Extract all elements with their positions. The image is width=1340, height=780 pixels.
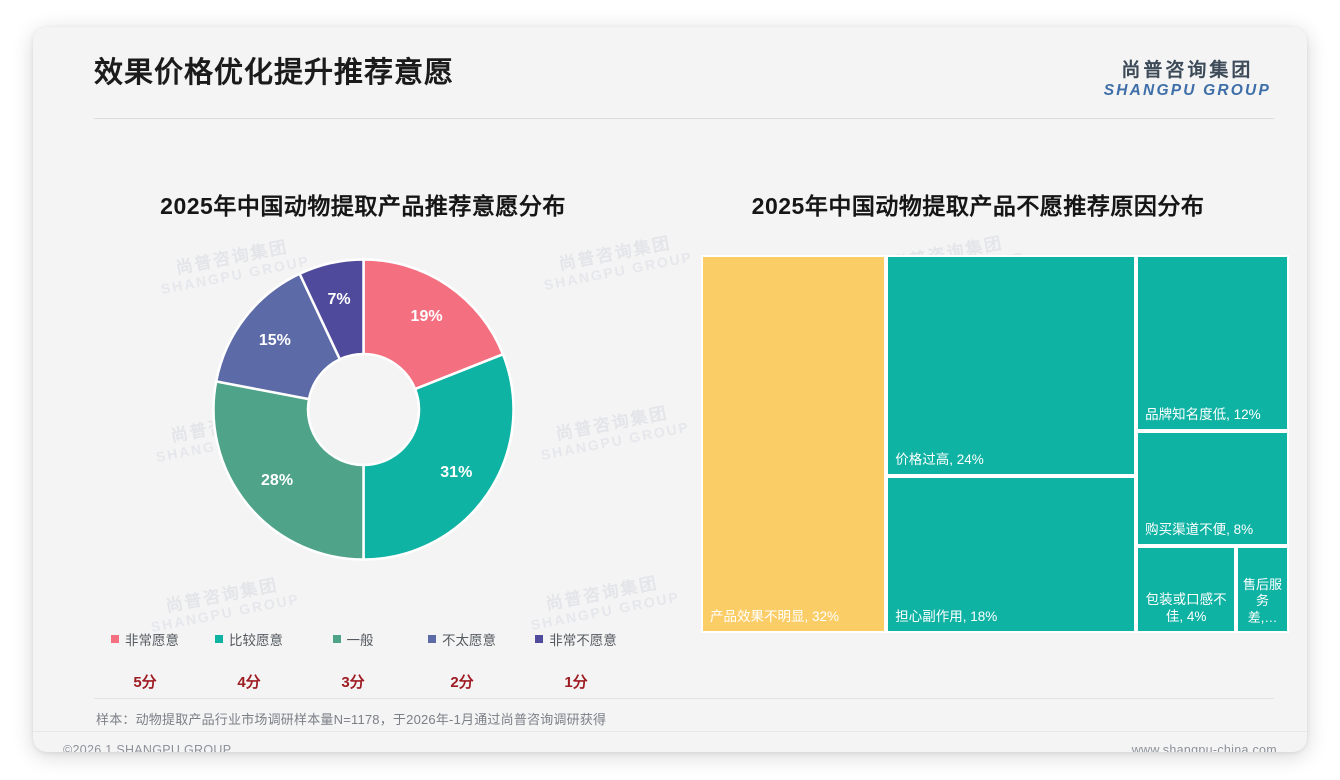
logo-en-text: SHANGPU GROUP bbox=[1103, 81, 1271, 99]
donut-slice-label: 31% bbox=[440, 464, 472, 481]
donut-slice-label: 15% bbox=[258, 332, 290, 349]
header-divider bbox=[94, 118, 1274, 119]
legend-item-score: 1分 bbox=[564, 674, 588, 691]
donut-chart: 19% 31% 28% 15% 7% bbox=[211, 257, 516, 562]
legend-item-1[interactable]: 非常愿意 5分 bbox=[93, 629, 197, 692]
treemap-cell-label: 价格过高, 24% bbox=[895, 452, 984, 468]
legend-item-label: 非常愿意 bbox=[125, 633, 179, 648]
legend-swatch-icon bbox=[428, 635, 436, 643]
legend-item-row: 一般 bbox=[332, 629, 374, 649]
footer-copyright: ©2026.1 SHANGPU GROUP bbox=[63, 743, 232, 752]
treemap-cell-label: 担心副作用, 18% bbox=[895, 609, 998, 625]
legend-item-score: 5分 bbox=[133, 674, 157, 691]
treemap-cell-label: 售后服务差,… bbox=[1243, 577, 1283, 625]
donut-chart-title: 2025年中国动物提取产品推荐意愿分布 bbox=[160, 193, 566, 219]
donut-slice[interactable] bbox=[297, 258, 365, 361]
header: 效果价格优化提升推荐意愿 尚普咨询集团 SHANGPU GROUP bbox=[33, 27, 1307, 118]
treemap-cell[interactable]: 产品效果不明显, 32% bbox=[701, 255, 887, 633]
sample-footnote: 样本：动物提取产品行业市场调研样本量N=1178，于2026年-1月通过尚普咨询… bbox=[96, 712, 607, 727]
footer-website[interactable]: www.shangpu-china.com bbox=[1131, 743, 1277, 752]
legend-item-label: 非常不愿意 bbox=[549, 633, 617, 648]
legend-item-row: 非常不愿意 bbox=[535, 629, 617, 649]
donut-slice[interactable] bbox=[214, 272, 342, 401]
legend-swatch-icon bbox=[215, 635, 223, 643]
treemap-chart-title: 2025年中国动物提取产品不愿推荐原因分布 bbox=[751, 193, 1205, 219]
treemap-cell[interactable]: 价格过高, 24% bbox=[886, 255, 1137, 477]
legend-swatch-icon bbox=[332, 635, 341, 643]
treemap-cell[interactable]: 购买渠道不便, 8% bbox=[1136, 430, 1289, 547]
footnote-divider bbox=[94, 698, 1274, 699]
legend-item-row: 非常愿意 bbox=[111, 629, 179, 649]
treemap-chart-panel: 2025年中国动物提取产品不愿推荐原因分布 产品效果不明显, 32% 价格过高, … bbox=[673, 137, 1289, 697]
treemap-chart: 产品效果不明显, 32% 价格过高, 24% 担心副作用, 18% 品牌知名度低, 1… bbox=[701, 255, 1289, 633]
legend-item-row: 比较愿意 bbox=[215, 629, 283, 649]
donut-slice[interactable] bbox=[211, 379, 365, 561]
donut-chart-panel: 2025年中国动物提取产品推荐意愿分布 19% 31% 28% 15% 7% 非常愿意 5… bbox=[73, 137, 653, 697]
logo-cn-text: 尚普咨询集团 bbox=[1121, 60, 1254, 81]
legend-item-score: 4分 bbox=[237, 674, 261, 691]
legend-item-4[interactable]: 不太愿意 2分 bbox=[405, 629, 519, 692]
treemap-cell[interactable]: 售后服务差,… bbox=[1236, 546, 1289, 633]
legend-item-label: 不太愿意 bbox=[442, 633, 496, 648]
donut-slice-label: 19% bbox=[410, 308, 442, 325]
footer: ©2026.1 SHANGPU GROUP www.shangpu-china.… bbox=[33, 732, 1307, 752]
legend-item-3[interactable]: 一般 3分 bbox=[301, 629, 405, 692]
page-title: 效果价格优化提升推荐意愿 bbox=[94, 57, 455, 89]
donut-svg: 19% 31% 28% 15% 7% bbox=[211, 258, 515, 561]
treemap-cell-label: 品牌知名度低, 12% bbox=[1145, 406, 1261, 422]
footer-divider bbox=[33, 731, 1307, 732]
legend-item-2[interactable]: 比较愿意 4分 bbox=[197, 629, 301, 692]
legend-swatch-icon bbox=[111, 635, 119, 643]
donut-slice-label: 7% bbox=[327, 291, 350, 308]
treemap-cell[interactable]: 包装或口感不佳, 4% bbox=[1136, 546, 1237, 633]
donut-slice[interactable] bbox=[361, 258, 505, 391]
treemap-cell-label: 产品效果不明显, 32% bbox=[710, 609, 840, 625]
donut-legend: 非常愿意 5分 比较愿意 4分 一般 3分 不太愿意 2分 非常不愿意 1分 bbox=[93, 629, 633, 692]
donut-slice[interactable] bbox=[361, 352, 515, 561]
legend-item-score: 3分 bbox=[341, 674, 365, 691]
brand-logo: 尚普咨询集团 SHANGPU GROUP bbox=[1104, 60, 1271, 100]
slide-card: 尚普咨询集团 SHANGPU GROUP 尚普咨询集团 SHANGPU GROU… bbox=[33, 27, 1307, 752]
donut-slice-label: 28% bbox=[261, 472, 293, 489]
legend-item-label: 比较愿意 bbox=[229, 633, 283, 648]
treemap-cell-label: 购买渠道不便, 8% bbox=[1145, 522, 1254, 538]
legend-swatch-icon bbox=[535, 635, 544, 643]
legend-item-5[interactable]: 非常不愿意 1分 bbox=[519, 629, 633, 692]
legend-item-label: 一般 bbox=[346, 633, 374, 648]
treemap-cell-label: 包装或口感不佳, 4% bbox=[1145, 592, 1227, 625]
legend-item-score: 2分 bbox=[450, 674, 474, 691]
legend-item-row: 不太愿意 bbox=[428, 629, 496, 649]
treemap-cell[interactable]: 担心副作用, 18% bbox=[886, 476, 1137, 633]
treemap-cell[interactable]: 品牌知名度低, 12% bbox=[1136, 255, 1289, 431]
